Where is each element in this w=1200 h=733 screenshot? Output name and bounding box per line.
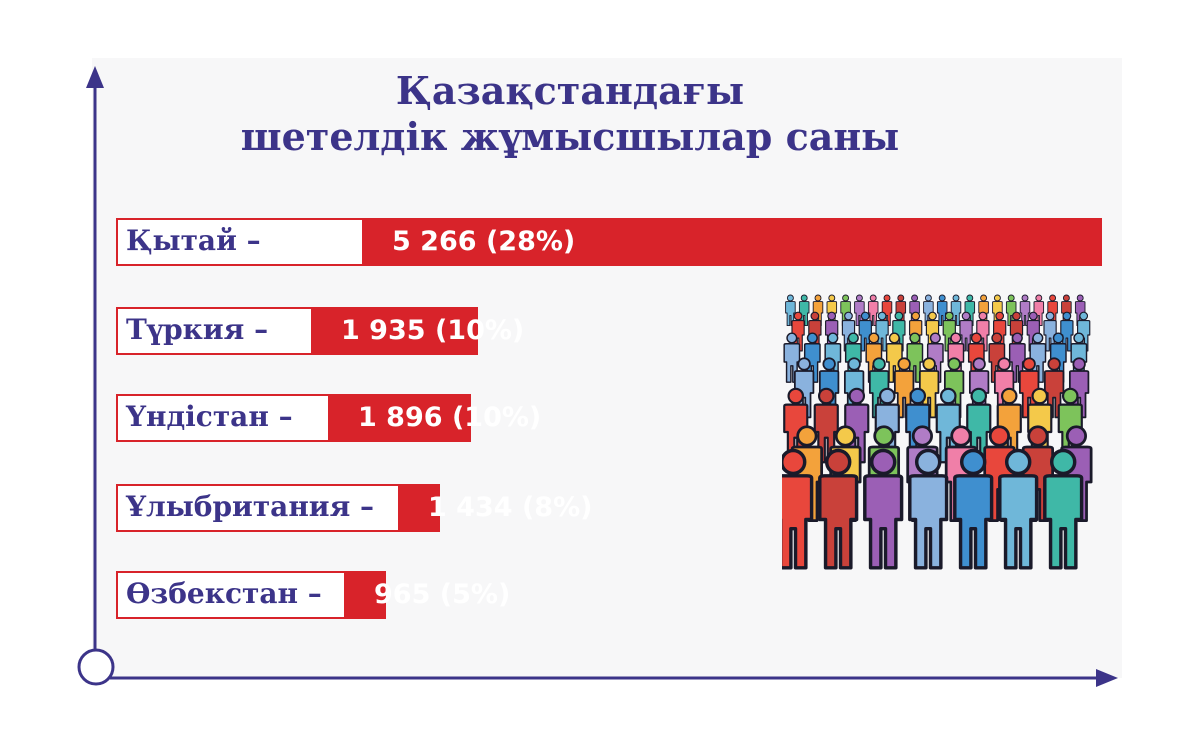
bar-label-box [116,484,400,532]
person-figure [1005,294,1017,327]
chart-title: Қазақстандағы шетелдік жұмысшылар саны [150,68,990,160]
bar [346,571,386,619]
person-figure [818,448,859,570]
person-figure [1033,294,1045,327]
person-figure [881,294,893,327]
bar-label-box [116,571,346,619]
bar [400,484,440,532]
bar-row: Үндістан – 1 896 (10%) [116,394,541,442]
category-label: Қытай – [126,224,261,257]
bar-row: Ұлыбритания – 1 434 (8%) [116,484,592,532]
crowd-of-people-icon [782,294,1093,570]
category-label: Өзбекстан – [126,577,322,610]
x-axis-arrow-icon [1096,669,1118,687]
person-figure [867,294,879,327]
person-figure [1019,294,1031,327]
bar [364,218,1102,266]
person-figure [950,294,962,327]
bar-row: Өзбекстан – 965 (5%) [116,571,510,619]
person-figure [1043,448,1084,570]
bar [330,394,471,442]
person-figure [785,294,796,327]
y-axis-arrow-icon [86,66,104,88]
category-label: Ұлыбритания – [126,490,375,523]
category-label: Түркия – [126,313,269,346]
person-figure [782,448,814,570]
category-label: Үндістан – [126,400,293,433]
bar-value-label: 1 896 (10%) [358,402,542,433]
bar-row: Түркия – 1 935 (10%) [116,307,524,355]
person-figure [885,332,903,383]
bar-value-label: 1 434 (8%) [428,492,593,523]
bar-value-label: 5 266 (28%) [392,226,576,257]
person-figure [798,294,810,327]
bar-label-box [116,218,364,266]
person-figure [953,448,994,570]
title-line-1: Қазақстандағы [395,68,745,113]
bar-value-label: 1 935 (10%) [341,315,525,346]
axis-origin-circle [77,648,115,686]
person-figure [863,448,904,570]
bar-row: Қытай – 5 266 (28%) [116,218,1102,266]
person-figure [908,448,949,570]
person-figure [998,448,1039,570]
bar-value-label: 965 (5%) [374,579,511,610]
bar [313,307,478,355]
title-line-2: шетелдік жұмысшылар саны [240,114,900,159]
bar-label-box [116,394,330,442]
bar-label-box [116,307,313,355]
person-figure [936,294,948,327]
person-figure [854,294,865,327]
